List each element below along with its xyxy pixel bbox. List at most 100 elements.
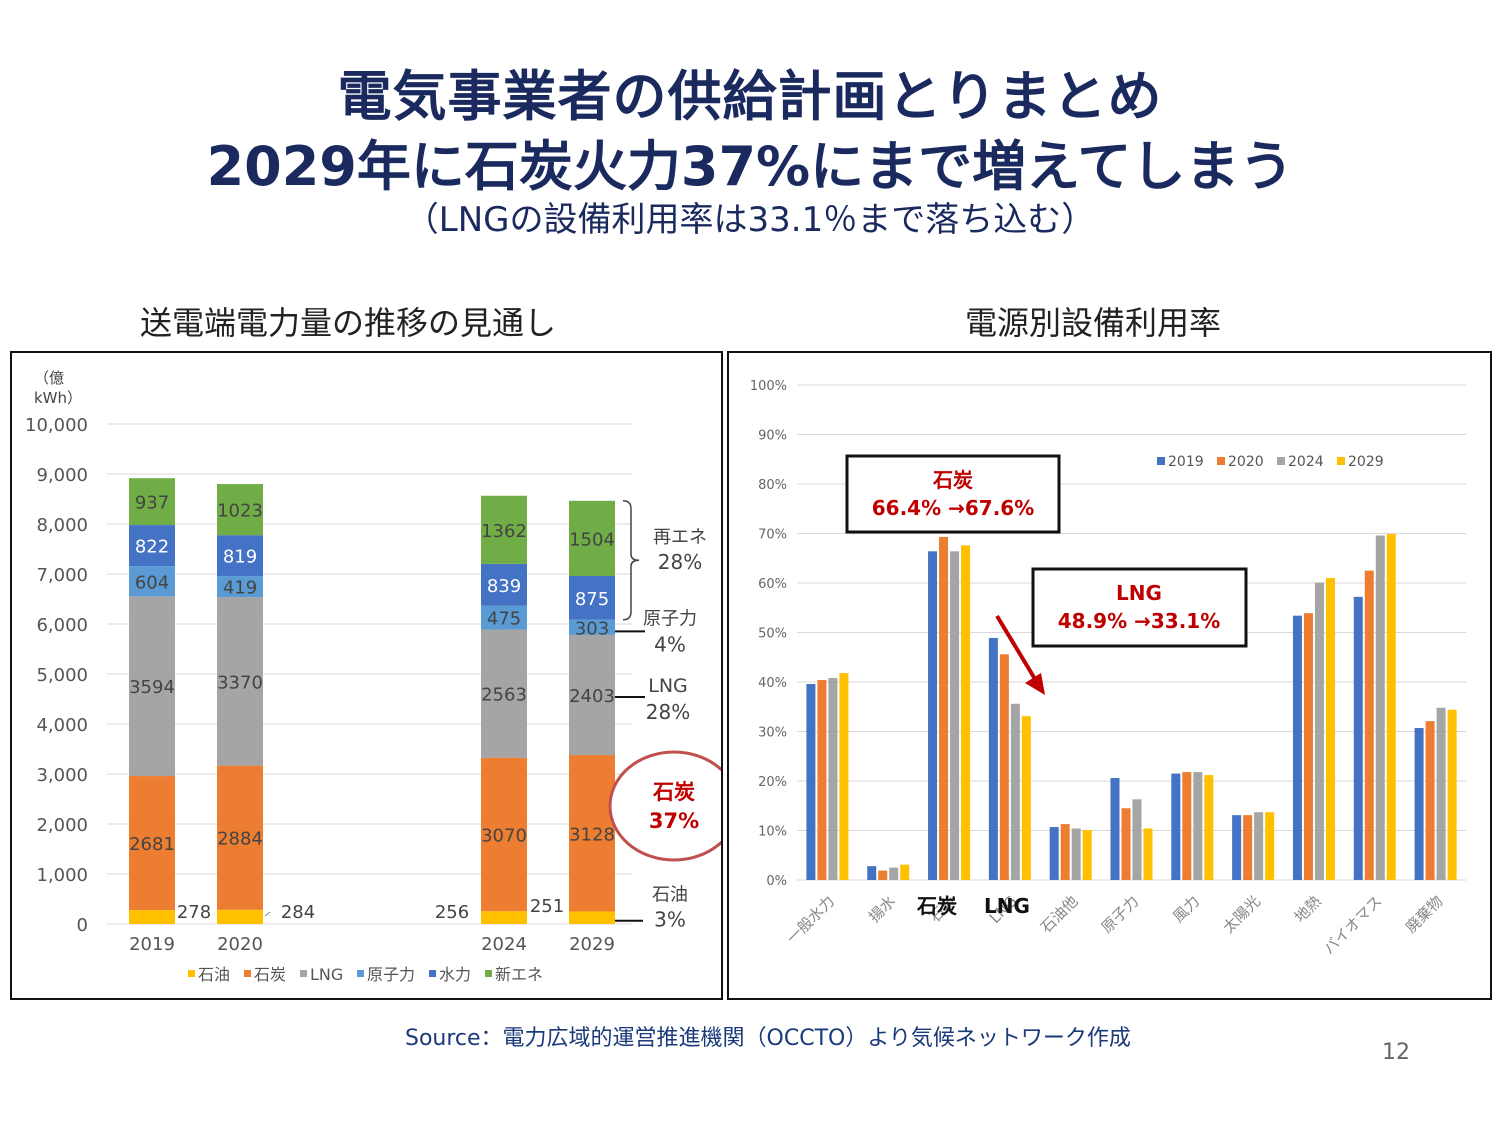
y-tick-label: 1,000 xyxy=(36,865,88,886)
y-tick-label: 100% xyxy=(750,379,787,394)
data-label: 822 xyxy=(135,537,169,558)
y-tick-label: 8,000 xyxy=(36,515,88,536)
lng-overlay-label: LNG xyxy=(984,894,1030,918)
legend-swatch-hydro xyxy=(429,970,436,977)
utilization-bar-chart: 0%10%20%30%40%50%60%70%80%90%100%一般水力 揚水石… xyxy=(750,379,1466,958)
annotation-value: 4% xyxy=(654,632,686,656)
bar-2020 xyxy=(1060,824,1070,880)
bar-2024 xyxy=(1010,703,1020,880)
bar-segment-hydro xyxy=(129,525,175,567)
coal-highlight-circle xyxy=(608,750,740,862)
utilization-chart-panel: 0% 10% 20% 30% 40% 50% 60% 70% 80% 90% 100% 一般水力 揚水石… xyxy=(727,351,1492,1000)
bar-segment-coal xyxy=(217,765,263,910)
data-label: 2563 xyxy=(481,685,527,706)
legend-label: 石炭 xyxy=(254,965,286,984)
y-tick-label: 3,000 xyxy=(36,765,88,786)
right-chart-heading: 電源別設備利用率 xyxy=(965,304,1222,342)
bar-2024 xyxy=(828,678,838,880)
x-tick-label: 原子力 xyxy=(1098,892,1143,937)
bar-2024 xyxy=(1436,707,1446,880)
annotation-label: 石油 xyxy=(652,885,688,906)
y-tick-label: 6,000 xyxy=(36,615,88,636)
bar-2020 xyxy=(1121,808,1131,880)
bar-2024 xyxy=(1375,535,1385,880)
bar-2020 xyxy=(817,680,827,880)
x-tick-label: 2029 xyxy=(569,934,615,955)
bar-segment-oil xyxy=(217,909,263,924)
annotation-label: LNG xyxy=(648,675,688,697)
data-label: 3594 xyxy=(129,677,175,698)
bar-2029 xyxy=(1386,533,1396,880)
bar-2029 xyxy=(1204,775,1214,880)
legend-swatch-2019 xyxy=(1157,457,1165,465)
y-tick-label: 50% xyxy=(758,627,787,642)
bar-2029 xyxy=(839,673,849,880)
y-tick-label: 7,000 xyxy=(36,565,88,586)
x-tick-label: 風力 xyxy=(1169,892,1203,926)
bar-2020 xyxy=(999,654,1009,880)
bar-2024 xyxy=(1254,812,1264,880)
lng-callout-value: 48.9% →33.1% xyxy=(1058,609,1221,633)
x-tick-label: バイオマス xyxy=(1320,892,1386,958)
data-label: 475 xyxy=(487,609,521,630)
legend-swatch-renewable xyxy=(485,970,492,977)
bar-2029 xyxy=(1447,709,1457,880)
generation-chart-panel: （億 kWh） 0 1,000 2,000 3,000 4,000 5,000 6,000 7,0… xyxy=(10,351,740,1000)
data-label: 419 xyxy=(223,578,257,599)
coal-callout-box xyxy=(845,454,1061,534)
annotation-value: 28% xyxy=(658,550,702,574)
decline-arrow-shaft xyxy=(995,614,1037,681)
bar-segment-coal xyxy=(569,755,615,912)
bar-2024 xyxy=(950,551,960,880)
source-note: Source：電力広域的運営推進機関（OCCTO）より気候ネットワーク作成 xyxy=(405,1026,1131,1051)
bar-2029 xyxy=(961,545,971,880)
legend-label: 水力 xyxy=(439,965,471,984)
bar-2019 xyxy=(1353,596,1363,880)
bar-2024 xyxy=(1314,582,1324,880)
data-label-oil: 278 xyxy=(177,902,211,923)
bar-segment-lng xyxy=(569,634,615,756)
bar-2019 xyxy=(1049,827,1059,880)
bar-2029 xyxy=(1265,812,1275,880)
x-tick-label: 2024 xyxy=(481,934,527,955)
y-tick-label: 9,000 xyxy=(36,465,88,486)
y-axis-label-unit: kWh） xyxy=(34,389,82,407)
coal-callout-label: 石炭 xyxy=(932,468,973,492)
bar-2029 xyxy=(1021,716,1031,880)
bar-segment-coal xyxy=(129,776,175,911)
y-tick-label: 2,000 xyxy=(36,815,88,836)
y-tick-label: 5,000 xyxy=(36,665,88,686)
legend-label: 原子力 xyxy=(367,965,415,984)
x-tick-label: 廃棄物 xyxy=(1402,892,1447,937)
data-label: 819 xyxy=(223,547,257,568)
data-label: 1362 xyxy=(481,521,527,542)
x-tick-label: 一般水力 xyxy=(783,892,838,947)
slide-title-line1: 電気事業者の供給計画とりまとめ xyxy=(337,65,1163,128)
legend-swatch-lng xyxy=(300,970,307,977)
legend-label: 新エネ xyxy=(495,965,543,984)
data-label: 2403 xyxy=(569,686,615,707)
bar-2020 xyxy=(1425,721,1435,880)
x-tick-label: 太陽光 xyxy=(1219,892,1264,937)
y-tick-label: 70% xyxy=(758,528,787,543)
annotation-value-highlight: 37% xyxy=(649,809,699,833)
bar-2019 xyxy=(867,866,877,880)
bar-2019 xyxy=(988,637,998,880)
legend-swatch-coal xyxy=(244,970,251,977)
data-label: 1023 xyxy=(217,501,263,522)
data-label: 604 xyxy=(135,572,169,593)
x-tick-label: 地熱 xyxy=(1291,892,1325,926)
bar-segment-lng xyxy=(217,597,263,766)
y-tick-label: 0% xyxy=(766,874,787,889)
bar-segment-oil xyxy=(569,911,615,924)
bar-2020 xyxy=(1303,613,1313,880)
data-label: 2681 xyxy=(129,834,175,855)
data-label-oil: 256 xyxy=(435,902,469,923)
data-label: 1504 xyxy=(569,529,615,550)
slide-title-line2: 2029年に石炭火力37%にまで増えてしまう xyxy=(206,135,1294,198)
left-chart-heading: 送電端電力量の推移の見通し xyxy=(140,304,557,342)
bar-segment-hydro xyxy=(569,576,615,620)
bar-2029 xyxy=(1325,578,1335,880)
data-label-oil: 284 xyxy=(281,902,315,923)
legend-swatch-2020 xyxy=(1217,457,1225,465)
